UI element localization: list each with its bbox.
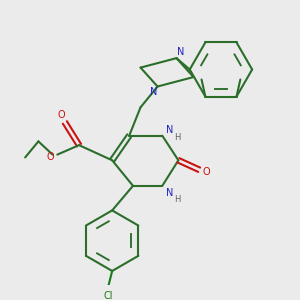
Text: N: N	[177, 47, 184, 58]
Text: H: H	[174, 133, 181, 142]
Text: N: N	[166, 188, 174, 198]
Text: O: O	[47, 152, 55, 161]
Text: O: O	[57, 110, 65, 120]
Text: N: N	[150, 87, 158, 97]
Text: Cl: Cl	[103, 290, 113, 300]
Text: O: O	[203, 167, 211, 177]
Text: H: H	[174, 195, 181, 204]
Text: N: N	[166, 125, 174, 135]
